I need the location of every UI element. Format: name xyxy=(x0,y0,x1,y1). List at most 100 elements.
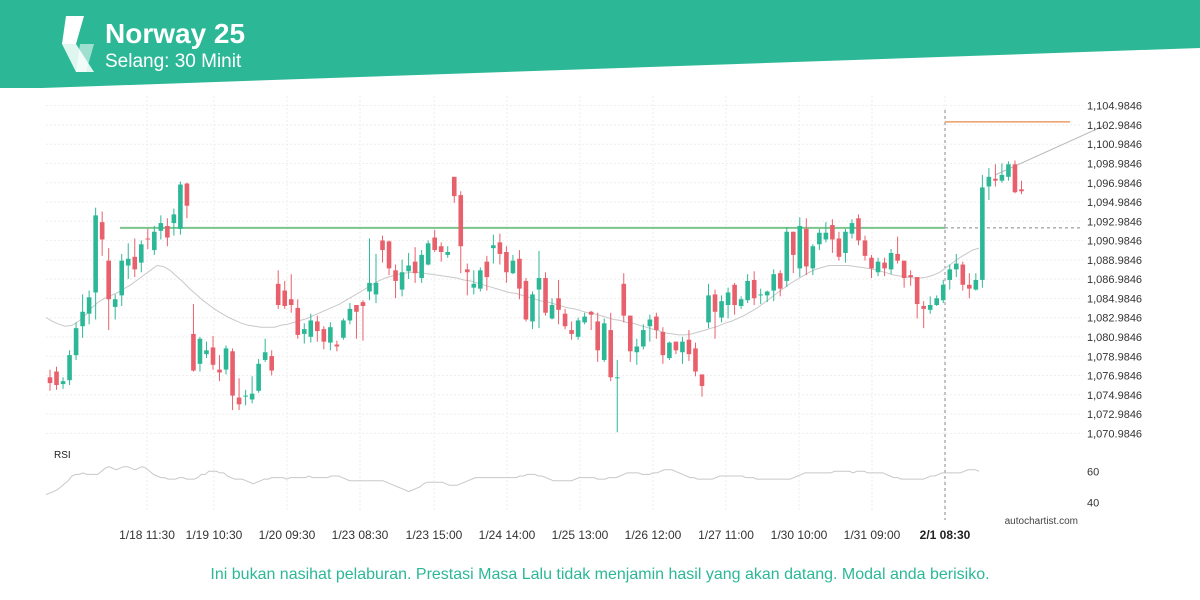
candle-up xyxy=(471,283,477,288)
candle-up xyxy=(80,311,85,327)
candle-down xyxy=(673,341,679,351)
time-tick-label: 1/31 09:00 xyxy=(844,528,901,542)
candle-down xyxy=(895,253,900,261)
candle-up xyxy=(641,330,646,347)
watermark-text: autochartist.com xyxy=(1005,516,1078,527)
candle-up xyxy=(256,363,261,391)
disclaimer-text: Ini bukan nasihat pelaburan. Prestasi Ma… xyxy=(210,566,990,583)
candle-down xyxy=(412,261,418,274)
candle-up xyxy=(510,260,516,274)
candle-down xyxy=(569,330,574,334)
candle-down xyxy=(393,270,398,281)
price-tick-label: 1,084.9846 xyxy=(1087,293,1142,305)
candle-up xyxy=(249,393,255,400)
candle-up xyxy=(308,320,314,337)
candle-up xyxy=(445,252,451,255)
rsi-label: RSI xyxy=(54,450,71,461)
candle-down xyxy=(386,241,392,269)
price-tick-label: 1,074.9846 xyxy=(1087,390,1142,402)
candle-up xyxy=(60,381,66,385)
price-tick-label: 1,090.9846 xyxy=(1087,236,1142,248)
candle-up xyxy=(953,263,959,270)
candles-layer xyxy=(47,160,1024,433)
candle-down xyxy=(315,321,320,332)
candle-down xyxy=(856,218,861,241)
candle-up xyxy=(647,319,653,327)
candle-down xyxy=(517,258,522,289)
price-tick-label: 1,070.9846 xyxy=(1087,428,1142,440)
title-block: Norway 25 Selang: 30 Minit xyxy=(105,18,245,74)
candle-down xyxy=(464,269,470,273)
candle-down xyxy=(790,231,796,255)
levels-layer xyxy=(120,121,1107,229)
candle-up xyxy=(680,341,685,353)
time-tick-label: 1/24 14:00 xyxy=(479,528,536,542)
candle-up xyxy=(888,252,894,270)
candle-down xyxy=(960,264,966,285)
candle-up xyxy=(575,320,581,337)
candle-down xyxy=(451,176,457,197)
candle-down xyxy=(47,377,53,384)
time-tick-label: 1/26 12:00 xyxy=(625,528,682,542)
candle-up xyxy=(549,305,555,319)
price-tick-label: 1,092.9846 xyxy=(1087,216,1142,228)
candle-up xyxy=(797,225,803,269)
price-tick-label: 1,076.9846 xyxy=(1087,371,1142,383)
candle-down xyxy=(693,348,698,372)
candle-up xyxy=(667,342,672,359)
candle-down xyxy=(236,397,242,405)
candle-up xyxy=(223,348,229,370)
rsi-line xyxy=(45,466,980,496)
grid-layer xyxy=(46,96,1083,520)
header-banner-shape xyxy=(0,0,1200,88)
candle-down xyxy=(1019,189,1024,192)
candle-up xyxy=(934,298,940,306)
time-tick-label: 1/25 13:00 xyxy=(552,528,609,542)
candle-up xyxy=(601,323,607,360)
candle-up xyxy=(204,350,209,355)
candle-up xyxy=(810,246,816,269)
candle-up xyxy=(719,301,724,318)
time-tick-label: 1/20 09:30 xyxy=(259,528,316,542)
price-tick-label: 1,098.9846 xyxy=(1087,158,1142,170)
price-tick-label: 1,086.9846 xyxy=(1087,274,1142,286)
time-tick-label: 1/23 08:30 xyxy=(332,528,389,542)
price-tick-label: 1,082.9846 xyxy=(1087,313,1142,325)
candle-up xyxy=(67,355,72,381)
candle-up xyxy=(745,280,750,301)
candle-down xyxy=(230,351,235,396)
candle-down xyxy=(621,283,627,316)
candle-down xyxy=(106,260,111,300)
candle-down xyxy=(901,260,907,279)
candle-down xyxy=(751,279,757,299)
price-tick-label: 1,072.9846 xyxy=(1087,409,1142,421)
candle-down xyxy=(458,195,464,247)
candle-down xyxy=(804,228,809,267)
candle-down xyxy=(908,275,913,278)
time-tick-label: 1/19 10:30 xyxy=(186,528,243,542)
rsi-panel: RSI xyxy=(45,450,980,496)
candle-up xyxy=(73,328,79,356)
candle-down xyxy=(438,246,444,253)
candle-up xyxy=(341,320,346,338)
rsi-tick-label: 40 xyxy=(1087,497,1099,509)
candle-down xyxy=(282,290,288,306)
header-banner xyxy=(0,0,1200,88)
candle-up xyxy=(530,294,535,322)
candle-down xyxy=(712,294,718,312)
candle-down xyxy=(595,321,600,351)
candle-down xyxy=(660,332,666,356)
candle-down xyxy=(830,225,835,240)
candle-down xyxy=(654,316,659,331)
candle-down xyxy=(686,339,692,355)
candle-up xyxy=(986,176,992,187)
candle-up xyxy=(178,184,183,229)
time-tick-label: 1/18 11:30 xyxy=(119,528,175,542)
candle-up xyxy=(947,269,953,280)
price-tick-label: 1,104.9846 xyxy=(1087,101,1142,113)
brand-logo-icon xyxy=(62,16,94,72)
candle-up xyxy=(843,231,848,253)
moving-average-layer xyxy=(45,247,980,336)
candle-down xyxy=(869,257,874,269)
